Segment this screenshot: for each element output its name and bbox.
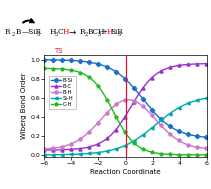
Si-H <box>160 119 163 121</box>
B-H <box>162 126 164 128</box>
Text: 3: 3 <box>98 32 101 36</box>
B-C <box>206 63 208 65</box>
Text: H: H <box>62 28 69 36</box>
B-H <box>161 125 163 128</box>
Y-axis label: Wiberg Bond Order: Wiberg Bond Order <box>22 73 27 139</box>
Si-H <box>107 150 110 152</box>
C-H <box>63 68 65 70</box>
B-C <box>160 70 163 72</box>
Text: 3: 3 <box>118 32 121 36</box>
C-H <box>161 153 164 155</box>
B-C <box>107 136 110 138</box>
Line: B-H: B-H <box>43 98 208 150</box>
B-Si <box>43 59 46 61</box>
B-Si <box>206 136 208 139</box>
B-C <box>145 82 148 84</box>
B-Si <box>160 119 163 121</box>
C-H <box>206 154 208 156</box>
Text: C: C <box>57 28 63 36</box>
Line: Si-H: Si-H <box>43 97 208 156</box>
Text: →: → <box>69 28 76 37</box>
B-H <box>63 145 65 147</box>
B-C <box>96 143 99 145</box>
Si-H <box>96 152 99 154</box>
Text: 2: 2 <box>84 32 88 36</box>
X-axis label: Reaction Coordinate: Reaction Coordinate <box>90 169 161 175</box>
Legend: B-Si, B-C, B-H, Si-H, C-H: B-Si, B-C, B-H, Si-H, C-H <box>49 76 76 109</box>
Si-H <box>43 154 46 156</box>
B-C <box>63 149 65 151</box>
B-Si <box>96 63 99 65</box>
Si-H <box>206 97 208 99</box>
B-Si <box>63 59 65 61</box>
Text: SiR: SiR <box>110 28 123 36</box>
Si-H <box>161 118 164 120</box>
Text: BCH: BCH <box>88 28 105 36</box>
Line: B-Si: B-Si <box>43 58 208 139</box>
Text: —SiR: —SiR <box>22 28 42 36</box>
C-H <box>145 149 148 152</box>
B-Si <box>145 102 148 105</box>
B-H <box>146 109 148 111</box>
B-H <box>96 122 99 125</box>
C-H <box>96 84 99 86</box>
Text: H: H <box>107 28 113 36</box>
Si-H <box>63 153 65 156</box>
B-H <box>127 98 130 101</box>
Si-H <box>145 131 148 133</box>
Text: R: R <box>4 28 10 36</box>
Text: 3: 3 <box>54 32 58 36</box>
Line: C-H: C-H <box>42 66 209 157</box>
B-C <box>43 149 46 151</box>
C-H <box>107 101 110 104</box>
Text: +: + <box>101 29 107 35</box>
B-H <box>43 148 46 150</box>
B-H <box>206 147 208 150</box>
B-Si <box>107 67 110 69</box>
FancyArrowPatch shape <box>23 19 34 23</box>
C-H <box>43 67 46 70</box>
C-H <box>160 153 163 155</box>
B-Si <box>161 119 164 122</box>
Text: TS: TS <box>54 48 63 54</box>
Text: R: R <box>80 28 85 36</box>
Text: 3: 3 <box>37 32 40 36</box>
B-C <box>161 69 164 71</box>
Text: B: B <box>16 28 21 36</box>
Text: 2: 2 <box>12 32 15 36</box>
B-H <box>107 110 110 112</box>
Line: B-C: B-C <box>43 62 208 152</box>
Text: H: H <box>50 28 56 36</box>
